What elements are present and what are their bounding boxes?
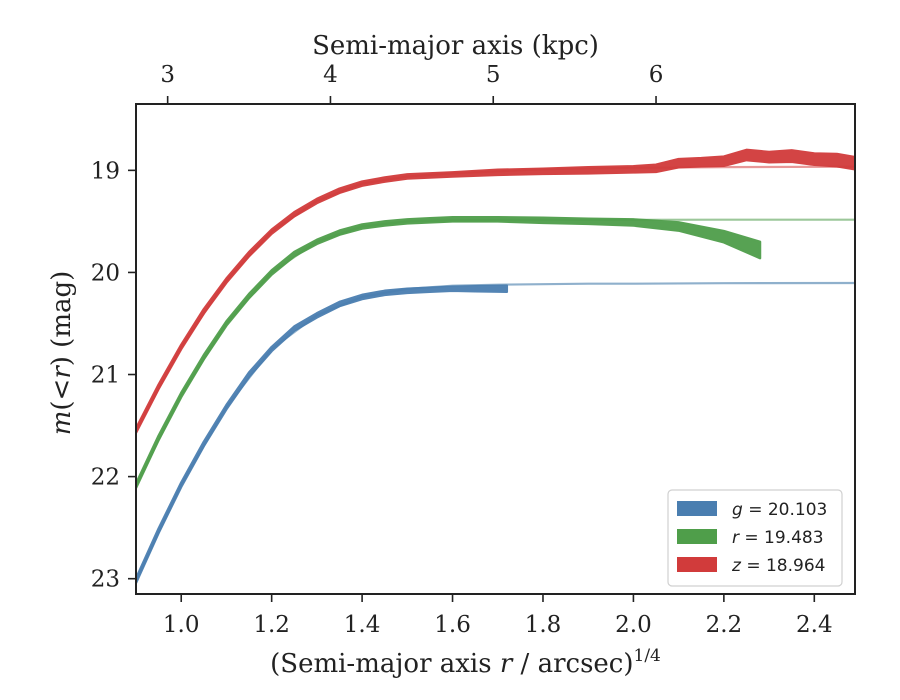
band-r (136, 216, 762, 490)
x-tick-label: 1.8 (525, 612, 562, 638)
legend-label-r: r = 19.483 (732, 528, 824, 548)
legend-swatch-z (677, 557, 717, 572)
band-g (136, 284, 509, 585)
x-tick-label: 1.0 (163, 612, 200, 638)
x-tick-label: 2.0 (615, 612, 652, 638)
x-tick-label: 2.4 (796, 612, 833, 638)
plot-frame (135, 103, 856, 595)
top-tick-label: 3 (160, 62, 175, 88)
legend: g = 20.103 r = 19.483 z = 18.964 (667, 489, 843, 587)
top-tick-label: 4 (323, 62, 338, 88)
x-tick-label: 1.6 (434, 612, 471, 638)
legend-swatch-g (677, 501, 717, 516)
y-tick-label: 22 (91, 465, 120, 491)
x-tick-label: 2.2 (706, 612, 743, 638)
data-bands (136, 148, 855, 585)
top-axis-title: Semi-major axis (kpc) (312, 31, 599, 61)
top-tick-label: 5 (486, 62, 501, 88)
axis-ticks: 1.0 1.2 1.4 1.6 1.8 2.0 2.2 2.4 19 20 21 22 23 3 4 5 6 (91, 62, 833, 638)
band-z (136, 148, 855, 434)
legend-label-z: z = 18.964 (731, 556, 825, 576)
top-tick-label: 6 (649, 62, 664, 88)
y-tick-label: 20 (91, 260, 120, 286)
x-axis-title: (Semi-major axis r / arcsec)1/4 (270, 646, 661, 679)
y-axis-title: m(<r) (mag) (47, 271, 77, 436)
y-tick-label: 19 (91, 158, 120, 184)
y-tick-label: 21 (91, 363, 120, 389)
y-tick-label: 23 (91, 567, 120, 593)
legend-swatch-r (677, 529, 717, 544)
x-tick-label: 1.2 (253, 612, 290, 638)
legend-label-g: g = 20.103 (732, 500, 827, 520)
x-tick-label: 1.4 (344, 612, 381, 638)
